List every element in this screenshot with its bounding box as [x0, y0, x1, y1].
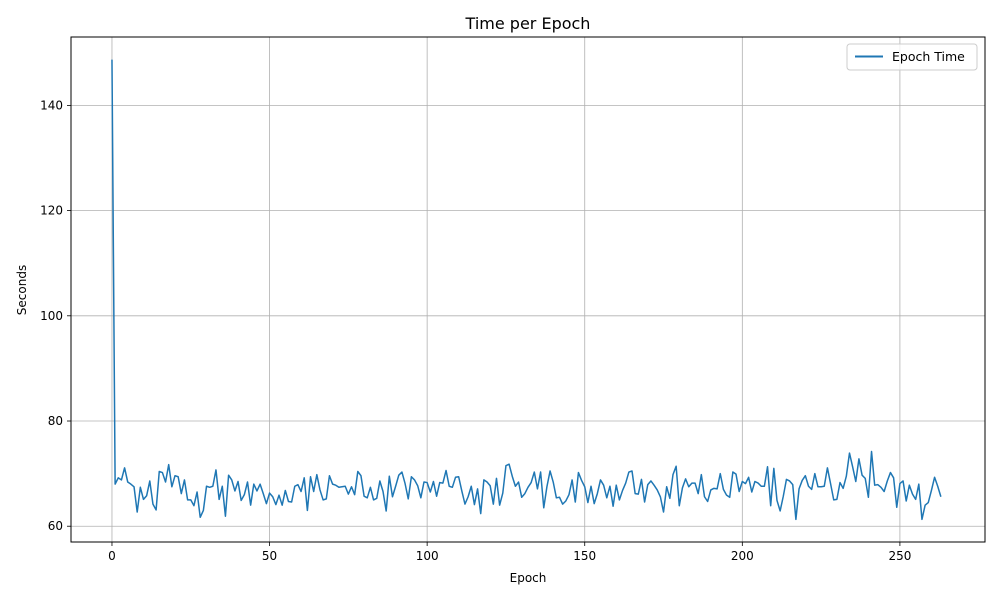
series-line-epoch-time: [111, 59, 942, 521]
y-axis-label: Seconds: [15, 265, 29, 315]
x-axis: 0 50 100 150 200 250: [108, 542, 911, 563]
y-tick-label: 120: [40, 204, 63, 218]
x-axis-label: Epoch: [510, 571, 547, 585]
y-tick-label: 80: [48, 414, 63, 428]
x-tick-label: 50: [262, 549, 277, 563]
y-axis: 60 80 100 120 140: [40, 98, 71, 533]
x-tick-label: 100: [416, 549, 439, 563]
grid-lines: [71, 37, 985, 542]
plot-area: [111, 59, 942, 521]
chart-title: Time per Epoch: [465, 14, 591, 33]
x-tick-label: 0: [108, 549, 116, 563]
y-tick-label: 60: [48, 519, 63, 533]
x-tick-label: 200: [731, 549, 754, 563]
axes-frame: [70, 36, 986, 543]
legend-box: [846, 43, 978, 71]
y-tick-label: 140: [40, 98, 63, 112]
legend: Epoch Time: [846, 43, 978, 71]
y-tick-label: 100: [40, 309, 63, 323]
x-tick-label: 150: [573, 549, 596, 563]
legend-label-epoch-time: Epoch Time: [892, 49, 965, 64]
x-tick-label: 250: [888, 549, 911, 563]
